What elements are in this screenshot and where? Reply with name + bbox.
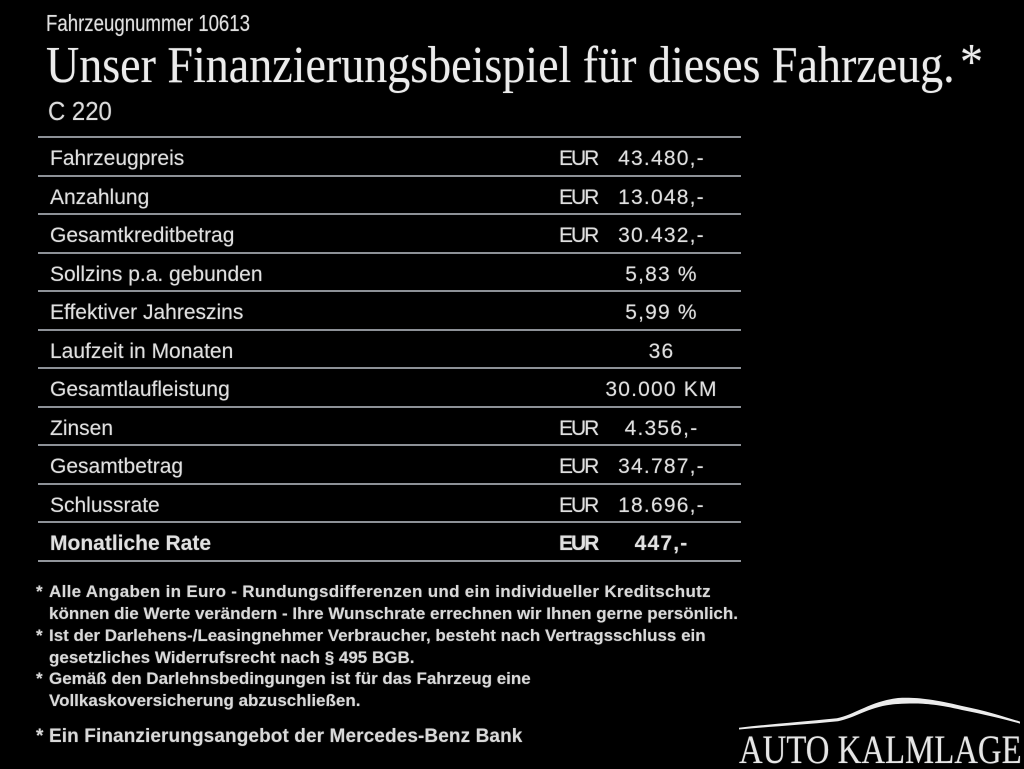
svg-text:AUTO KALMLAGE: AUTO KALMLAGE <box>739 727 1022 769</box>
